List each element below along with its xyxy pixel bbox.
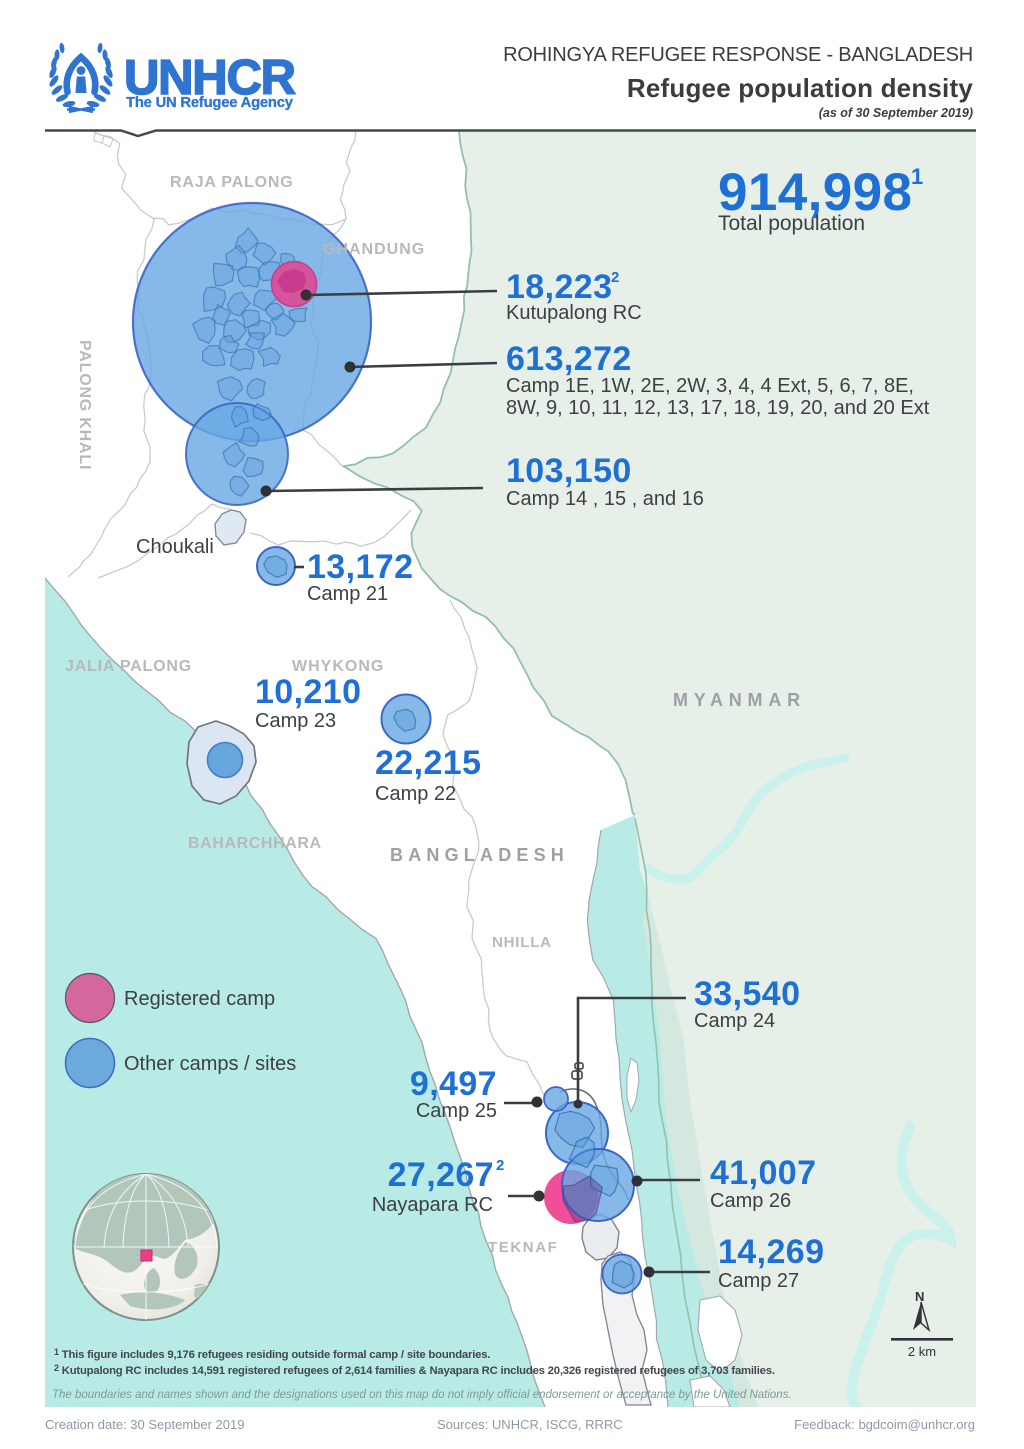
svg-text:613,272: 613,272 xyxy=(506,340,632,378)
svg-text:103,150: 103,150 xyxy=(506,452,632,490)
svg-text:8W, 9, 10, 11, 12, 13, 17, 18,: 8W, 9, 10, 11, 12, 13, 17, 18, 19, 20, a… xyxy=(506,397,930,419)
svg-text:Registered camp: Registered camp xyxy=(124,988,275,1010)
svg-text:914,998: 914,998 xyxy=(718,163,912,222)
svg-text:2 Kutupalong RC includes 14,59: 2 Kutupalong RC includes 14,591 register… xyxy=(54,1363,775,1377)
svg-text:TEKNAF: TEKNAF xyxy=(488,1239,558,1256)
svg-text:22,215: 22,215 xyxy=(375,744,481,782)
svg-text:9,497: 9,497 xyxy=(410,1065,497,1103)
svg-text:27,267: 27,267 xyxy=(388,1156,494,1194)
svg-text:The boundaries and names shown: The boundaries and names shown and the d… xyxy=(52,1389,792,1401)
svg-text:BAHARCHHARA: BAHARCHHARA xyxy=(188,835,322,852)
svg-text:41,007: 41,007 xyxy=(710,1154,816,1192)
svg-text:Other camps / sites: Other camps / sites xyxy=(124,1053,296,1075)
svg-text:UNHCR: UNHCR xyxy=(124,51,296,105)
svg-text:18,223: 18,223 xyxy=(506,268,612,306)
svg-text:1: 1 xyxy=(911,164,923,189)
svg-text:Choukali: Choukali xyxy=(136,536,214,558)
svg-text:14,269: 14,269 xyxy=(718,1233,824,1271)
svg-text:13,172: 13,172 xyxy=(307,548,413,586)
svg-text:10,210: 10,210 xyxy=(255,673,361,711)
svg-text:2: 2 xyxy=(496,1157,504,1174)
svg-text:Camp 14 , 15 , and 16: Camp 14 , 15 , and 16 xyxy=(506,488,704,510)
svg-text:1 This figure includes 9,176: 1 This figure includes 9,176 refugees re… xyxy=(54,1347,490,1361)
svg-text:Camp 27: Camp 27 xyxy=(718,1270,799,1292)
svg-text:Camp 21: Camp 21 xyxy=(307,583,388,605)
svg-text:BANGLADESH: BANGLADESH xyxy=(390,845,569,865)
svg-text:2: 2 xyxy=(611,269,619,286)
svg-text:MYANMAR: MYANMAR xyxy=(673,690,806,710)
svg-text:Camp 1E, 1W, 2E, 2W, 3, 4, 4 E: Camp 1E, 1W, 2E, 2W, 3, 4, 4 Ext, 5, 6, … xyxy=(506,375,914,397)
svg-text:NHILLA: NHILLA xyxy=(492,934,552,951)
svg-text:Camp 24: Camp 24 xyxy=(694,1010,775,1032)
svg-text:Camp 25: Camp 25 xyxy=(416,1100,497,1122)
svg-text:JALIA PALONG: JALIA PALONG xyxy=(65,658,192,675)
svg-text:WHYKONG: WHYKONG xyxy=(292,658,384,675)
svg-text:Total population: Total population xyxy=(718,212,865,235)
svg-text:N: N xyxy=(915,1289,924,1304)
svg-text:GHANDUNG: GHANDUNG xyxy=(323,241,425,258)
svg-text:Camp 26: Camp 26 xyxy=(710,1190,791,1212)
svg-text:2 km: 2 km xyxy=(908,1344,936,1359)
svg-text:PALONG KHALI: PALONG KHALI xyxy=(76,340,93,470)
svg-text:RAJA PALONG: RAJA PALONG xyxy=(170,174,293,191)
svg-text:Camp 23: Camp 23 xyxy=(255,710,336,732)
svg-text:Nayapara RC: Nayapara RC xyxy=(372,1194,493,1216)
svg-text:Camp 22: Camp 22 xyxy=(375,783,456,805)
svg-text:The UN Refugee Agency: The UN Refugee Agency xyxy=(126,95,294,111)
svg-text:33,540: 33,540 xyxy=(694,975,800,1013)
svg-text:Kutupalong RC: Kutupalong RC xyxy=(506,302,642,324)
